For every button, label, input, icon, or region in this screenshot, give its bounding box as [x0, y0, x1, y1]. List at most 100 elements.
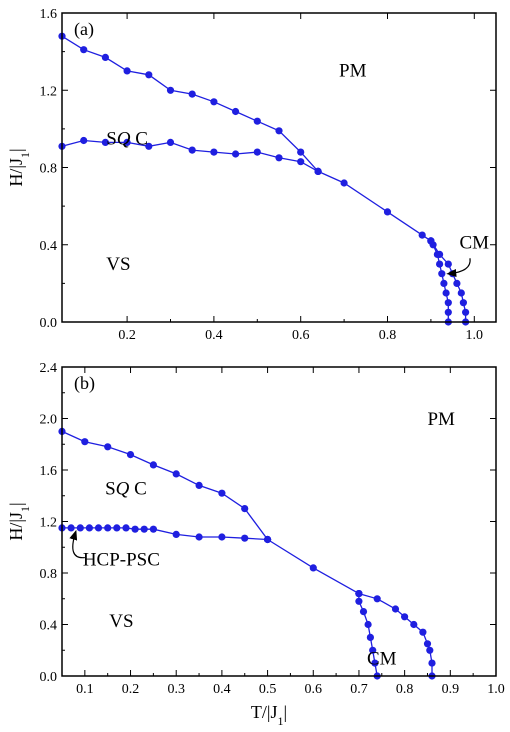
panel-b-data-point — [423, 640, 432, 648]
panel-a-data-point — [383, 208, 392, 216]
panel-b-data-point — [369, 646, 377, 654]
panel-b-hcp-psc-arrow — [69, 529, 85, 559]
panel-b-y-tick-label: 2.0 — [40, 413, 58, 428]
panel-a-markers — [58, 32, 470, 326]
panel-b-x-tick-label: 0.3 — [167, 682, 185, 697]
panel-b-phase-label-cm: CM — [367, 648, 397, 669]
panel-b-data-point — [364, 620, 372, 629]
panel-a-y-axis-title: H/|J1| — [6, 148, 32, 186]
panel-a-x-tick-label: 0.6 — [292, 328, 310, 343]
panel-a-data-point — [253, 148, 261, 156]
panel-a-data-point — [438, 270, 446, 278]
panel-b-x-tick-label: 0.4 — [213, 682, 231, 697]
panel-b-data-point — [309, 564, 317, 572]
panel-b-data-point — [81, 438, 89, 446]
panel-a-data-point — [444, 308, 452, 316]
panel-b-data-point — [67, 524, 75, 532]
panel-b-data-point — [419, 628, 427, 636]
panel-a-y-tick-label: 1.2 — [40, 84, 58, 99]
panel-b-phase-label-pm: PM — [427, 409, 455, 430]
panel-a-x-tick-label: 0.2 — [118, 328, 136, 343]
panel-b-x-axis-title: T/|J1| — [251, 702, 287, 728]
panel-b-data-point — [131, 525, 139, 533]
panel-b-data-point — [218, 533, 226, 541]
panel-a-data-point — [436, 250, 444, 258]
panel-a-data-point — [453, 279, 461, 287]
panel-b-label: (b) — [74, 373, 95, 394]
panel-a-data-point — [123, 67, 131, 75]
panel-a-data-point — [188, 90, 196, 98]
panel-a-series-line-2 — [317, 170, 432, 242]
panel-a-data-point — [232, 150, 240, 158]
panel-b-frame — [61, 366, 497, 677]
panel-a-phase-label-vs: VS — [106, 254, 130, 275]
panel-a-data-point — [340, 179, 348, 187]
panel-b-data-point — [373, 595, 381, 603]
panel-b-y-tick-label: 0.4 — [40, 619, 58, 634]
panel-b-data-point — [172, 470, 180, 478]
panel-b-phase-label-vs: VS — [109, 611, 133, 632]
panel-b: 0.1 0.2 0.3 0.4 0.5 0.6 0.7 0.8 0.9 1.0 0.0 0.4 0.8 1… — [6, 361, 505, 728]
panel-b-data-point — [366, 633, 374, 642]
panel-a-data-point — [210, 98, 218, 106]
panel-b-data-point — [410, 620, 418, 629]
panel-b-data-point — [401, 613, 409, 621]
panel-b-data-point — [104, 443, 112, 451]
panel-b-phase-labels: PM VS CM HCP-PSC — [83, 409, 455, 669]
panel-b-y-tick-label: 0.0 — [40, 670, 58, 685]
panel-a-phase-label-cm: CM — [460, 233, 490, 254]
panel-b-y-tick-label: 1.6 — [40, 464, 58, 479]
panel-a-data-point — [275, 154, 283, 162]
panel-b-x-tick-label: 0.6 — [305, 682, 323, 697]
panel-b-data-point — [218, 489, 226, 497]
panel-b-series-line-1 — [62, 527, 268, 541]
panel-a-data-point — [232, 107, 240, 116]
panel-a-data-point — [314, 167, 322, 175]
panel-b-data-point — [426, 646, 434, 654]
panel-a-y-tick-label: 1.6 — [40, 7, 58, 22]
panel-b-x-tick-label: 0.2 — [122, 682, 140, 697]
panel-a-data-point — [253, 117, 261, 125]
panel-b-data-point — [126, 451, 135, 459]
panel-a-y-tick-label: 0.4 — [40, 239, 58, 254]
panel-a-data-point — [459, 299, 467, 307]
panel-a-data-point — [442, 289, 450, 297]
panel-a-frame — [61, 12, 497, 323]
panel-a-phase-label-pm: PM — [339, 61, 367, 82]
panel-a-x-tick-label: 0.4 — [205, 328, 223, 343]
panel-b-x-tick-label: 0.7 — [350, 682, 368, 697]
panel-a-data-point — [80, 46, 88, 54]
panel-a-data-point — [123, 138, 131, 146]
panel-a-data-point — [436, 260, 444, 268]
panel-a-data-point — [145, 142, 153, 150]
panel-b-data-point — [149, 461, 157, 469]
panel-a: 0.2 0.4 0.6 0.8 1.0 0.0 0.4 0.8 1.2 1.6 (a) H/|J1… — [6, 7, 497, 343]
panel-a-data-point — [444, 260, 452, 268]
panel-b-data-point — [122, 524, 130, 532]
panel-a-data-point — [297, 148, 305, 156]
panel-b-y-axis-title: H/|J1| — [6, 502, 32, 540]
panel-b-data-point — [371, 659, 379, 667]
panel-b-data-point — [85, 524, 93, 532]
panel-a-series-line-3 — [430, 240, 449, 322]
panel-b-data-point — [113, 524, 121, 532]
panel-a-data-point — [462, 308, 470, 316]
panel-b-series-line-0 — [61, 430, 269, 540]
panel-b-data-point — [241, 505, 249, 513]
panel-a-data-point — [145, 71, 153, 79]
panel-a-cm-arrow — [446, 258, 471, 278]
panel-b-data-point — [264, 535, 272, 544]
panel-a-data-point — [210, 148, 218, 156]
panel-b-x-tick-label: 0.1 — [76, 682, 94, 697]
panel-a-phase-labels: PM VS CM — [106, 61, 489, 275]
panel-b-data-point — [241, 534, 249, 542]
panel-b-data-point — [140, 525, 148, 533]
panel-b-data-point — [195, 533, 203, 541]
panel-a-y-tick-label: 0.0 — [40, 316, 58, 331]
panel-b-phase-label-hcp-psc: HCP-PSC — [83, 549, 160, 570]
panel-a-data-point — [101, 138, 109, 146]
panel-b-y-tick-label: 1.2 — [40, 516, 58, 531]
panel-b-data-point — [172, 530, 180, 539]
panel-a-label: (a) — [74, 19, 94, 40]
